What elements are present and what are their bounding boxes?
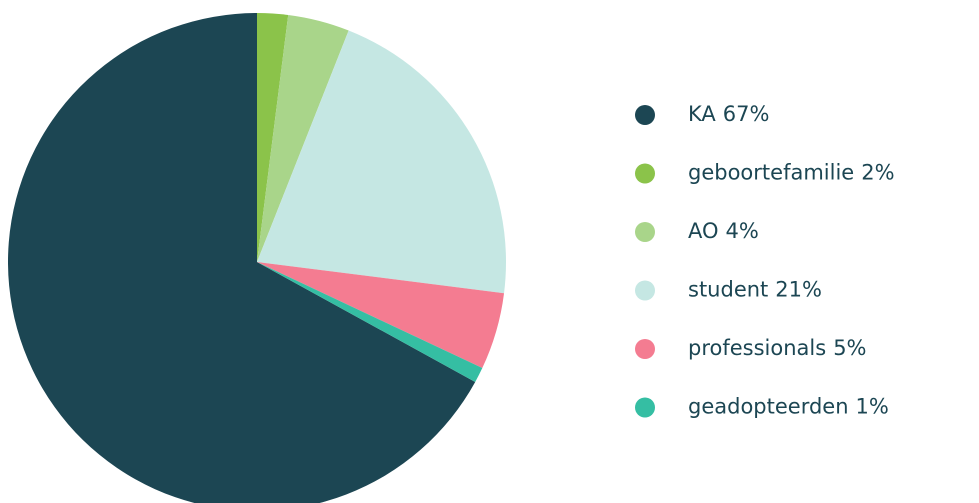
legend-entry: professionals 5% [688,336,867,360]
legend-swatch [635,222,655,242]
legend-label: KA [688,102,716,126]
legend-value: 5% [833,336,866,360]
legend-swatch [635,397,655,418]
legend-label: professionals [688,336,826,360]
legend-swatch [635,163,655,184]
pie-slice [257,262,483,382]
legend-value: 2% [861,161,894,185]
legend-swatch [635,105,655,125]
legend-value: 21% [775,278,822,302]
legend-value: 1% [856,395,889,419]
legend-value: 67% [723,102,770,126]
pie-slice [257,14,349,262]
pie-slice [257,13,289,262]
legend-entry: KA 67% [688,102,769,126]
legend-entry: geadopteerden 1% [688,395,889,419]
legend-label: AO [688,219,719,243]
legend-swatch [635,339,655,359]
pie-slice [257,30,506,294]
pie-slice [257,262,505,369]
legend-label: geadopteerden [688,395,849,419]
legend-value: 4% [726,219,759,243]
legend-entry: student 21% [688,278,822,302]
legend-entry: AO 4% [688,219,759,243]
pie-slice [8,13,476,503]
legend-entry: geboortefamilie 2% [688,161,895,185]
legend-label: geboortefamilie [688,161,854,185]
legend-label: student [688,278,768,302]
legend-swatch [635,280,655,301]
